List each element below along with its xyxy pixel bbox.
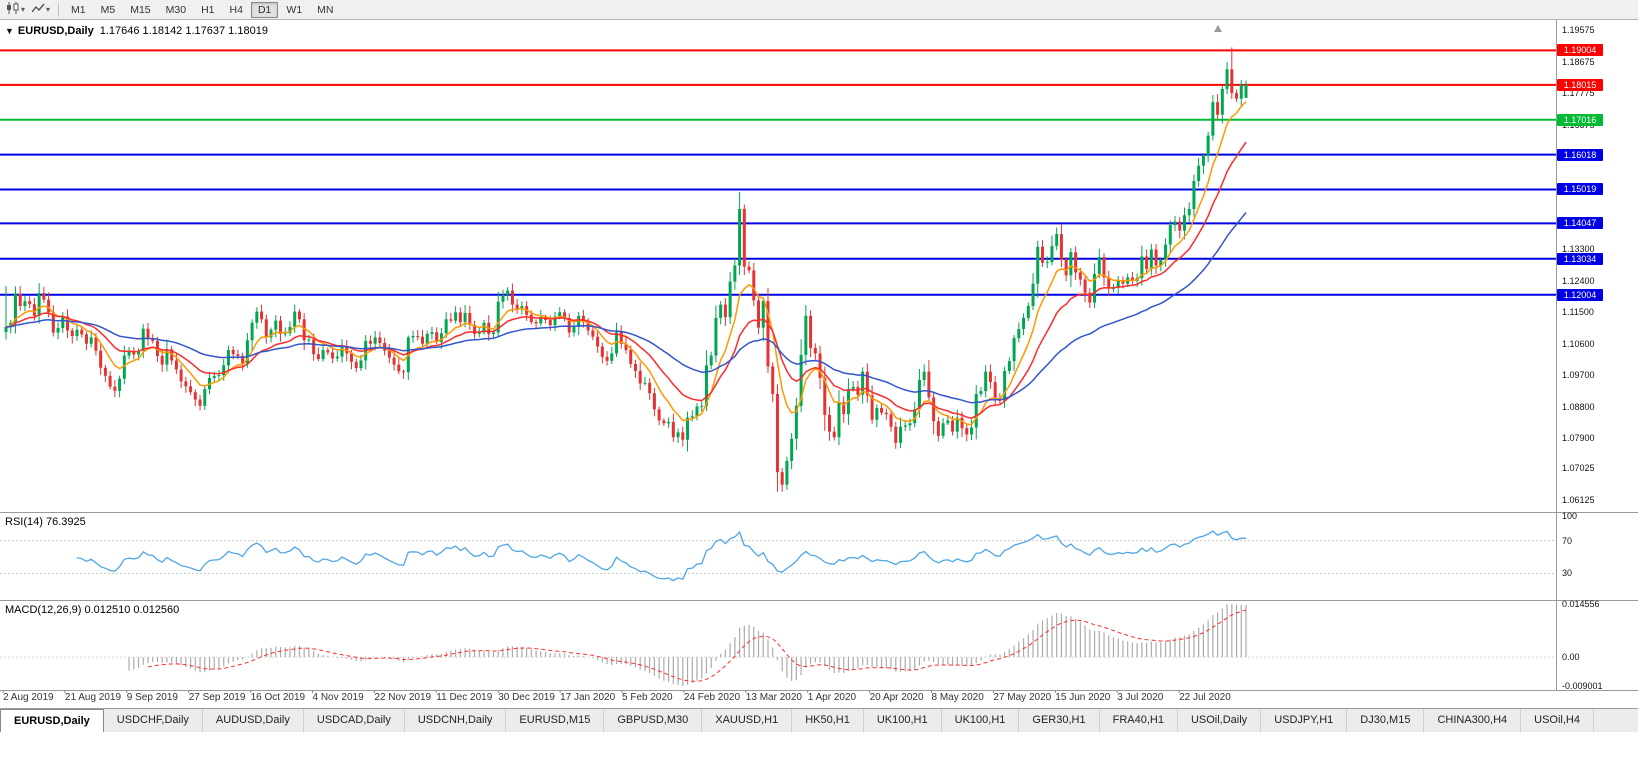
candlestick-chart-icon (6, 1, 20, 19)
bottom-filler (0, 732, 1638, 765)
chart-tab[interactable]: HK50,H1 (792, 709, 864, 732)
price-level-badge: 1.12004 (1557, 288, 1603, 301)
macd-indicator-label: MACD(12,26,9) 0.012510 0.012560 (5, 604, 180, 616)
date-axis-label: 8 May 2020 (931, 692, 984, 703)
price-axis-label: 1.10600 (1562, 338, 1595, 349)
timeframe-m1[interactable]: M1 (71, 3, 86, 16)
date-axis-label: 4 Nov 2019 (312, 692, 364, 703)
chevron-down-icon: ▾ (46, 4, 51, 14)
chart-title: ▼ EURUSD,Daily 1.17646 1.18142 1.17637 1.1… (5, 25, 268, 37)
toolbar: ▾ ▾ M1 M5 M15 M30 H1 H4 D1 W1 MN (0, 0, 1638, 20)
rsi-indicator-label: RSI(14) 76.3925 (5, 516, 86, 528)
chart-tab[interactable]: USDCHF,Daily (103, 709, 203, 732)
date-axis-label: 2 Aug 2019 (3, 692, 54, 703)
line-chart-icon (31, 1, 45, 19)
price-axis-label: 1.12400 (1562, 275, 1595, 286)
macd-axis-label: -0.009001 (1562, 681, 1603, 691)
chart-tab[interactable]: DJ30,M15 (1347, 709, 1425, 732)
timeframe-w1[interactable]: W1 (286, 3, 303, 16)
toolbar-separator (58, 2, 60, 17)
macd-axis-label: 0.00 (1562, 652, 1580, 663)
chevron-down-icon: ▾ (21, 4, 26, 14)
rsi-axis-label: 70 (1562, 535, 1573, 546)
chart-tab[interactable]: GER30,H1 (1019, 709, 1100, 732)
date-axis-label: 20 Apr 2020 (869, 692, 924, 703)
price-level-badge: 1.19004 (1557, 44, 1603, 57)
price-level-badge: 1.15019 (1557, 183, 1603, 196)
date-axis-label: 27 May 2020 (993, 692, 1052, 703)
price-level-badge: 1.13034 (1557, 252, 1603, 265)
chart-tab[interactable]: GBPUSD,M30 (604, 709, 703, 732)
timeframe-h1[interactable]: H1 (201, 3, 215, 16)
price-axis-label: 1.17775 (1562, 88, 1595, 99)
date-axis-label: 13 Mar 2020 (745, 692, 802, 703)
chart-tab[interactable]: USDJPY,H1 (1261, 709, 1348, 732)
price-axis-label: 1.18675 (1562, 56, 1595, 67)
chart-type-menu[interactable]: ▾ (3, 1, 28, 19)
chart-tab[interactable]: XAUUSD,H1 (702, 709, 793, 732)
rsi-axis-label: 30 (1562, 568, 1573, 579)
window-caret-icon: ▼ (5, 26, 14, 36)
timeframe-mn[interactable]: MN (317, 3, 334, 16)
price-axis-label: 1.07025 (1562, 463, 1595, 474)
date-axis-label: 3 Jul 2020 (1117, 692, 1164, 703)
chart-canvas[interactable] (0, 20, 1638, 708)
chart-tab[interactable]: USOil,H4 (1521, 709, 1594, 732)
price-axis-label: 1.08800 (1562, 401, 1595, 412)
date-axis-label: 9 Sep 2019 (126, 692, 178, 703)
price-axis-label: 1.13300 (1562, 244, 1595, 255)
chart-tab[interactable]: CHINA300,H4 (1424, 709, 1522, 732)
rsi-axis-label: 100 (1562, 511, 1578, 521)
chart-tab[interactable]: USDCAD,Daily (303, 709, 405, 732)
date-axis-label: 16 Oct 2019 (250, 692, 306, 703)
price-axis-label: 1.09700 (1562, 370, 1595, 381)
ohlc-values: 1.17646 1.18142 1.17637 1.18019 (99, 25, 268, 37)
chart-tab[interactable]: UK100,H1 (941, 709, 1020, 732)
chart-tab[interactable]: USDCNH,Daily (404, 709, 507, 732)
chart-tab[interactable]: AUDUSD,Daily (202, 709, 304, 732)
timeframe-h4[interactable]: H4 (229, 3, 243, 16)
zoom-menu[interactable]: ▾ (29, 1, 53, 19)
price-level-badge: 1.14047 (1557, 217, 1603, 230)
chart-tab[interactable]: USOil,Daily (1177, 709, 1262, 732)
date-axis-label: 15 Jun 2020 (1055, 692, 1111, 703)
price-level-badge: 1.16018 (1557, 148, 1603, 161)
date-axis-label: 22 Nov 2019 (374, 692, 432, 703)
date-axis-label: 24 Feb 2020 (683, 692, 741, 703)
timeframe-m15[interactable]: M15 (130, 3, 151, 16)
date-axis-label: 21 Aug 2019 (64, 692, 122, 703)
price-axis-label: 1.19575 (1562, 25, 1595, 36)
date-axis-label: 27 Sep 2019 (188, 692, 246, 703)
chart-region: ▼ EURUSD,Daily 1.17646 1.18142 1.17637 1.1… (0, 20, 1638, 708)
timeframe-m5[interactable]: M5 (100, 3, 116, 16)
price-axis-label: 1.07900 (1562, 432, 1595, 443)
chart-tab[interactable]: UK100,H1 (863, 709, 942, 732)
timeframe-d1[interactable]: D1 (250, 1, 279, 18)
date-axis-label: 17 Jan 2020 (560, 692, 616, 703)
date-axis-label: 5 Feb 2020 (622, 692, 673, 703)
price-level-badge: 1.18015 (1557, 78, 1603, 91)
chart-tab[interactable]: EURUSD,Daily (0, 709, 104, 732)
timeframe-m30[interactable]: M30 (165, 3, 187, 16)
chart-tabs: EURUSD,Daily USDCHF,Daily AUDUSD,Daily USDC… (0, 708, 1638, 732)
timeframe-buttons: M1 M5 M15 M30 H1 H4 D1 W1 MN (64, 1, 340, 18)
date-axis-label: 1 Apr 2020 (807, 692, 857, 703)
chart-shift-marker (1214, 25, 1222, 32)
price-level-badge: 1.17016 (1557, 113, 1603, 126)
price-axis-label: 1.06125 (1562, 494, 1595, 505)
chart-tab[interactable]: FRA40,H1 (1099, 709, 1178, 732)
date-axis-label: 22 Jul 2020 (1179, 692, 1231, 703)
date-axis-label: 30 Dec 2019 (498, 692, 555, 703)
macd-axis-label: 0.014556 (1562, 599, 1600, 609)
symbol-label: EURUSD,Daily (17, 25, 94, 37)
price-axis-label: 1.11500 (1562, 307, 1594, 318)
chart-tab[interactable]: EURUSD,M15 (506, 709, 605, 732)
date-axis-label: 11 Dec 2019 (436, 692, 493, 703)
